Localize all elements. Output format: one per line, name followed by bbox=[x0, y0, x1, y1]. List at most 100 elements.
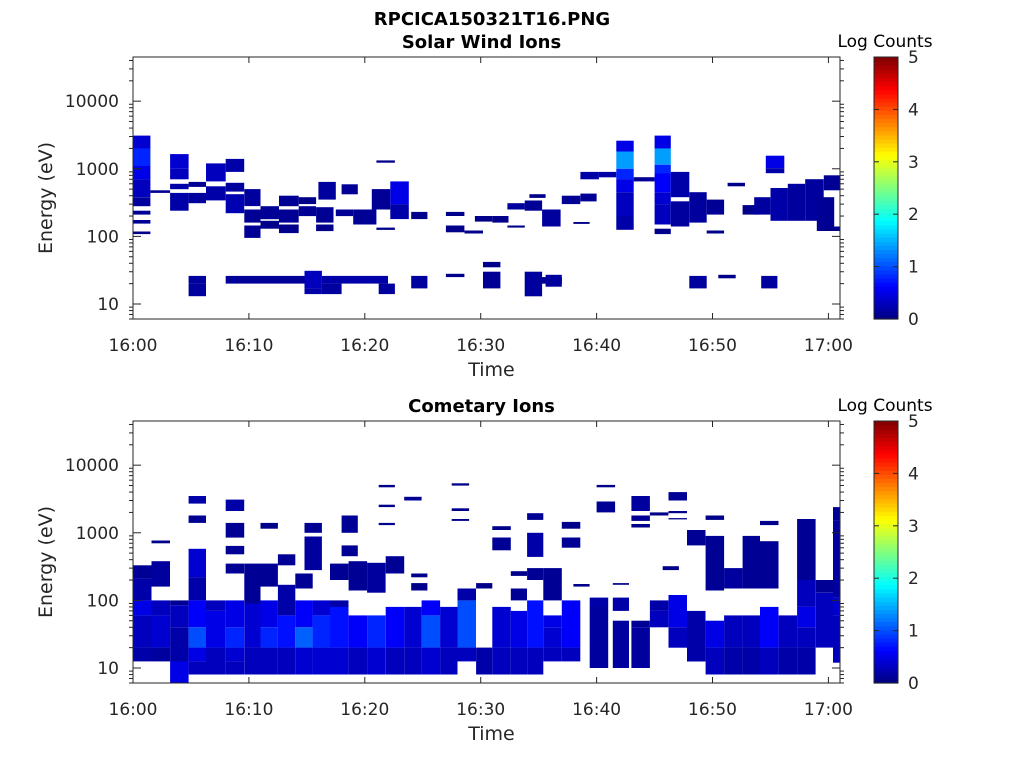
colorbar-segment bbox=[874, 142, 898, 148]
colorbar-label: Log Counts bbox=[837, 32, 932, 52]
heatmap-cell bbox=[668, 518, 687, 520]
axes-box bbox=[132, 56, 841, 320]
colorbar-segment bbox=[874, 535, 898, 541]
colorbar-segment bbox=[874, 89, 898, 95]
heatmap-cell bbox=[151, 615, 170, 648]
heatmap-cell bbox=[580, 171, 599, 180]
heatmap-cell bbox=[689, 275, 707, 289]
heatmap-cell bbox=[543, 615, 562, 628]
heatmap-cell bbox=[133, 578, 152, 601]
heatmap-cell bbox=[304, 536, 322, 571]
colorbar-frame bbox=[873, 56, 899, 320]
heatmap-cell bbox=[367, 615, 386, 648]
heatmap-cells bbox=[133, 135, 840, 297]
colorbar-segment bbox=[874, 556, 898, 561]
heatmap-cell bbox=[451, 508, 470, 511]
heatmap-cell bbox=[596, 484, 616, 488]
colorbar-segment bbox=[874, 314, 898, 320]
colorbar-segment bbox=[874, 433, 898, 438]
heatmap-cell bbox=[815, 606, 834, 648]
heatmap-cell bbox=[668, 511, 687, 514]
heatmap-cell bbox=[206, 186, 226, 201]
colorbar-segment bbox=[874, 498, 898, 504]
heatmap-cell bbox=[404, 496, 422, 501]
colorbar-segment bbox=[874, 482, 898, 488]
heatmap-cell bbox=[188, 275, 206, 284]
heatmap-cell bbox=[404, 647, 422, 675]
heatmap-cell bbox=[687, 610, 706, 662]
heatmap-cell bbox=[225, 600, 245, 628]
heatmap-cell bbox=[170, 154, 189, 169]
heatmap-cell bbox=[133, 231, 151, 235]
colorbar-segment bbox=[874, 588, 898, 594]
colorbar-segment bbox=[874, 527, 898, 533]
heatmap-cell bbox=[298, 197, 317, 205]
heatmap-cell bbox=[543, 568, 562, 601]
heatmap-cell bbox=[778, 647, 798, 675]
heatmap-cell bbox=[133, 220, 151, 224]
heatmap-cell bbox=[507, 203, 525, 210]
axes-box bbox=[132, 420, 841, 684]
heatmap-cell bbox=[797, 647, 816, 675]
colorbar-segment bbox=[874, 175, 898, 181]
heatmap-cell bbox=[188, 192, 206, 204]
heatmap-cell bbox=[797, 627, 816, 648]
colorbar-segment bbox=[874, 228, 898, 234]
colorbar-segment bbox=[874, 257, 898, 263]
heatmap-cell bbox=[654, 192, 671, 205]
colorbar-segment bbox=[874, 449, 898, 455]
colorbar-segment bbox=[874, 278, 898, 283]
heatmap-cell bbox=[507, 225, 525, 228]
heatmap-cell bbox=[561, 647, 581, 662]
colorbar-segment bbox=[874, 674, 898, 680]
heatmap-cell bbox=[378, 283, 395, 295]
heatmap-cell bbox=[312, 647, 330, 675]
heatmap-cell bbox=[742, 647, 760, 675]
heatmap-cell bbox=[206, 647, 226, 675]
colorbar-segment bbox=[874, 637, 898, 643]
colorbar-segment bbox=[874, 453, 898, 459]
heatmap-cell bbox=[705, 647, 725, 675]
colorbar-segment bbox=[874, 547, 898, 553]
y-tick-label: 1000 bbox=[76, 160, 119, 180]
colorbar-segment bbox=[874, 122, 898, 128]
heatmap-cell bbox=[133, 179, 151, 198]
heatmap-cell bbox=[133, 210, 151, 215]
heatmap-cell bbox=[225, 563, 245, 574]
colorbar-segment bbox=[874, 196, 898, 201]
colorbar-tick-label: 5 bbox=[908, 412, 919, 432]
heatmap-cell bbox=[527, 647, 544, 675]
heatmap-cell bbox=[524, 200, 543, 211]
colorbar-segment bbox=[874, 298, 898, 304]
colorbar-segment bbox=[874, 163, 898, 169]
heatmap-cell bbox=[760, 520, 779, 526]
heatmap-cell bbox=[335, 209, 354, 217]
heatmap-cell bbox=[706, 230, 725, 234]
heatmap-cell bbox=[654, 204, 671, 225]
heatmap-cell bbox=[687, 530, 706, 546]
colorbar-segment bbox=[874, 294, 898, 300]
heatmap-cell bbox=[295, 627, 313, 648]
colorbar-segment bbox=[874, 224, 898, 230]
colorbar-segment bbox=[874, 478, 898, 483]
colorbar-segment bbox=[874, 539, 898, 545]
heatmap-cell bbox=[206, 163, 226, 182]
heatmap-cell bbox=[277, 554, 296, 566]
colorbar-segment bbox=[874, 543, 898, 549]
heatmap-cell bbox=[133, 565, 152, 579]
heatmap-cell bbox=[631, 515, 650, 521]
heatmap-cell bbox=[353, 209, 377, 225]
heatmap-cell bbox=[633, 177, 655, 182]
heatmap-cell bbox=[654, 148, 671, 165]
heatmap-cell bbox=[765, 168, 785, 174]
heatmap-cell bbox=[225, 182, 245, 192]
heatmap-cell bbox=[188, 181, 206, 187]
x-tick-label: 16:20 bbox=[340, 700, 389, 720]
heatmap-cell bbox=[376, 227, 395, 230]
colorbar-segment bbox=[874, 629, 898, 635]
heatmap-cell bbox=[378, 522, 395, 526]
heatmap-cell bbox=[151, 561, 170, 587]
heatmap-cell bbox=[170, 168, 189, 180]
heatmap-cell bbox=[815, 592, 834, 607]
colorbar-tick-label: 4 bbox=[908, 100, 919, 120]
